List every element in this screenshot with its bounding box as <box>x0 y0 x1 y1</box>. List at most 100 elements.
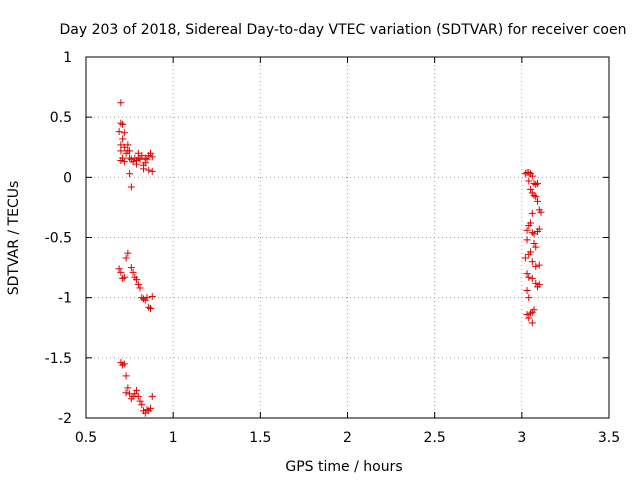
data-point <box>527 309 535 317</box>
data-point <box>523 311 531 319</box>
data-point <box>532 262 540 270</box>
data-point <box>136 284 144 292</box>
data-point <box>120 158 128 166</box>
data-point <box>523 286 531 294</box>
x-tick-label: 1.5 <box>249 430 271 446</box>
data-point <box>532 193 540 201</box>
data-point <box>134 392 142 400</box>
data-point <box>119 120 127 128</box>
chart-title: Day 203 of 2018, Sidereal Day-to-day VTE… <box>60 22 627 38</box>
data-point <box>143 406 151 414</box>
data-point <box>141 154 149 162</box>
data-point <box>133 386 141 394</box>
data-point <box>147 149 155 157</box>
data-point <box>525 314 533 322</box>
data-point <box>117 268 125 276</box>
data-point <box>525 250 533 258</box>
data-point <box>534 179 542 187</box>
data-point <box>528 274 536 282</box>
data-point <box>136 155 144 163</box>
x-tick-label: 3 <box>517 430 526 446</box>
y-tick-label: -1.5 <box>45 351 72 367</box>
data-point <box>126 170 134 178</box>
x-tick-label: 2 <box>343 430 352 446</box>
data-point <box>143 294 151 302</box>
data-point <box>148 392 156 400</box>
data-point <box>117 147 125 155</box>
data-point <box>145 166 153 174</box>
data-point <box>134 280 142 288</box>
y-tick-label: 0.5 <box>50 110 72 126</box>
data-point <box>532 279 540 287</box>
data-point <box>145 303 153 311</box>
data-point <box>140 295 148 303</box>
data-point <box>122 372 130 380</box>
y-tick-labels: 1 0.5 0 -0.5 -1 -1.5 -2 <box>45 50 72 427</box>
data-point <box>528 319 536 327</box>
data-point <box>122 149 130 157</box>
x-tick-labels: 0.5 1 1.5 2 2.5 3 3.5 <box>75 430 620 446</box>
data-point <box>525 221 533 229</box>
data-point <box>122 389 130 397</box>
data-point <box>535 261 543 269</box>
data-point <box>127 183 135 191</box>
data-point <box>530 240 538 248</box>
data-point <box>122 254 130 262</box>
data-point <box>120 129 128 137</box>
data-point <box>127 264 135 272</box>
data-point <box>147 304 155 312</box>
data-point <box>530 191 538 199</box>
data-point <box>115 265 123 273</box>
x-tick-label: 2.5 <box>424 430 446 446</box>
data-point <box>119 274 127 282</box>
data-point <box>528 308 536 316</box>
data-point <box>127 155 135 163</box>
data-point <box>124 141 132 149</box>
data-point <box>528 229 536 237</box>
y-tick-label: -1 <box>58 291 72 307</box>
data-point <box>528 209 536 217</box>
data-point <box>117 99 125 107</box>
data-point <box>525 177 533 185</box>
data-point <box>537 208 545 216</box>
x-axis-label: GPS time / hours <box>285 459 402 475</box>
data-point <box>534 283 542 291</box>
data-point <box>117 156 125 164</box>
data-points <box>115 99 545 417</box>
data-point <box>148 153 156 161</box>
data-point <box>534 197 542 205</box>
data-point <box>527 185 535 193</box>
data-point <box>120 360 128 368</box>
data-point <box>124 249 132 257</box>
data-point <box>124 384 132 392</box>
y-tick-label: 0 <box>63 170 72 186</box>
data-point <box>532 243 540 251</box>
data-point <box>129 268 137 276</box>
data-point <box>525 169 533 177</box>
y-tick-label: -0.5 <box>45 231 72 247</box>
data-point <box>521 254 529 262</box>
data-point <box>115 128 123 136</box>
data-point <box>523 270 531 278</box>
x-tick-label: 0.5 <box>75 430 97 446</box>
data-point <box>525 294 533 302</box>
data-point <box>138 401 146 409</box>
data-point <box>148 167 156 175</box>
grid-lines <box>86 57 609 418</box>
data-point <box>140 165 148 173</box>
y-tick-label: -2 <box>58 411 72 427</box>
data-point <box>528 172 536 180</box>
data-point <box>136 397 144 405</box>
data-point <box>143 155 151 163</box>
data-point <box>117 119 125 127</box>
data-point <box>528 258 536 266</box>
data-point <box>119 361 127 369</box>
y-tick-label: 1 <box>63 50 72 66</box>
data-point <box>133 276 141 284</box>
data-point <box>119 135 127 143</box>
x-tick-label: 1 <box>169 430 178 446</box>
data-point <box>532 181 540 189</box>
y-axis-label: SDTVAR / TECUs <box>6 181 22 296</box>
